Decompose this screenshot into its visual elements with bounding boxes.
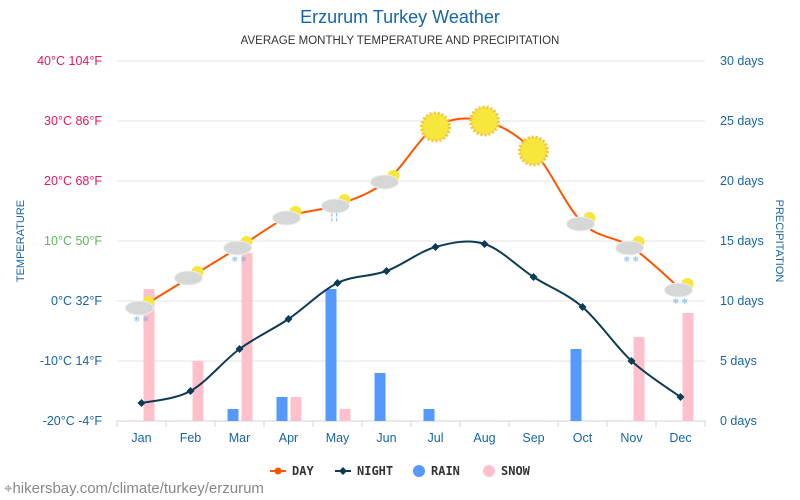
snow-cloud-icon (664, 282, 693, 298)
rain-bar (423, 409, 435, 421)
x-tick-label: Sep (522, 431, 544, 445)
x-tick-label: Jun (376, 431, 396, 445)
x-tick-label: Dec (669, 431, 691, 445)
legend-marker (483, 465, 495, 477)
sun-icon (518, 135, 549, 167)
legend-marker (274, 467, 282, 475)
night-point (235, 345, 244, 353)
snow-bar (143, 289, 155, 421)
day-line (140, 117, 682, 308)
y-axis-label: TEMPERATURE (15, 200, 27, 282)
x-tick-label: Jul (428, 431, 444, 445)
legend-label: SNOW (501, 464, 531, 478)
y2-tick-label: 5 days (720, 354, 757, 368)
y-tick-label: 0°C 32°F (51, 294, 102, 308)
rain-bar (325, 289, 337, 421)
y2-axis-label: PRECIPITATION (773, 200, 785, 283)
snowflake-icon: ❄ ❄ (673, 297, 689, 306)
legend-marker (339, 467, 347, 475)
x-tick-label: Mar (229, 431, 251, 445)
rain-cloud-icon (321, 198, 350, 214)
snowflake-icon: ❄ ❄ (134, 315, 150, 324)
legend-label: RAIN (431, 464, 460, 478)
partly-cloudy-icon (370, 174, 399, 190)
snow-bar (290, 397, 302, 421)
y2-tick-label: 25 days (720, 114, 764, 128)
snow-bar (241, 253, 253, 421)
raindrop-icon: ╎╎ (330, 213, 340, 222)
chart-title: Erzurum Turkey Weather (300, 7, 500, 27)
credit-link[interactable]: ⌖hikersbay.com/climate/turkey/erzurum (4, 480, 264, 497)
partly-cloudy-icon (174, 270, 203, 286)
night-point (676, 393, 685, 401)
partly-cloudy-icon (566, 216, 595, 232)
x-tick-label: Feb (180, 431, 202, 445)
night-point (186, 387, 195, 395)
night-line (141, 240, 682, 404)
y-tick-label: 20°C 68°F (44, 174, 102, 188)
rain-bar (374, 373, 386, 421)
legend-label: NIGHT (357, 464, 393, 478)
sun-icon (420, 111, 451, 143)
snow-bar (682, 313, 694, 421)
x-tick-label: Aug (473, 431, 495, 445)
y-tick-label: 40°C 104°F (37, 54, 102, 68)
x-tick-label: May (326, 431, 350, 445)
y-tick-label: -20°C -4°F (43, 414, 103, 428)
rain-bar (570, 349, 582, 421)
x-tick-label: Jan (131, 431, 151, 445)
night-point (333, 279, 342, 287)
credit-text: hikersbay.com/climate/turkey/erzurum (12, 480, 264, 497)
snow-bar (339, 409, 351, 421)
partly-cloudy-icon (272, 210, 301, 226)
y2-tick-label: 20 days (720, 174, 764, 188)
x-tick-label: Nov (620, 431, 643, 445)
night-point (627, 357, 636, 365)
night-point (480, 240, 489, 248)
legend-marker (413, 465, 425, 477)
legend-label: DAY (292, 464, 314, 478)
snow-bar (192, 361, 204, 421)
y-tick-label: -10°C 14°F (40, 354, 102, 368)
rain-bar (227, 409, 239, 421)
night-point (382, 267, 391, 275)
rain-bar (276, 397, 288, 421)
night-point (578, 303, 587, 311)
y-tick-label: 10°C 50°F (44, 234, 102, 248)
chart-subtitle: AVERAGE MONTHLY TEMPERATURE AND PRECIPIT… (240, 35, 560, 47)
snow-cloud-icon (125, 300, 154, 316)
y2-tick-label: 10 days (720, 294, 764, 308)
y-tick-label: 30°C 86°F (44, 114, 102, 128)
y2-tick-label: 0 days (720, 414, 757, 428)
sun-icon (469, 105, 500, 137)
night-point (284, 315, 293, 323)
x-tick-label: Apr (279, 431, 298, 445)
x-tick-label: Oct (573, 431, 593, 445)
y2-tick-label: 30 days (720, 54, 764, 68)
snow-cloud-icon (615, 240, 644, 256)
y2-tick-label: 15 days (720, 234, 764, 248)
night-point (137, 399, 146, 407)
snow-cloud-icon (223, 240, 252, 256)
snow-bar (633, 337, 645, 421)
pin-icon: ⌖ (4, 480, 13, 497)
snowflake-icon: ❄ ❄ (624, 255, 640, 264)
night-point (431, 243, 440, 251)
snowflake-icon: ❄ ❄ (232, 255, 248, 264)
night-point (529, 273, 538, 281)
